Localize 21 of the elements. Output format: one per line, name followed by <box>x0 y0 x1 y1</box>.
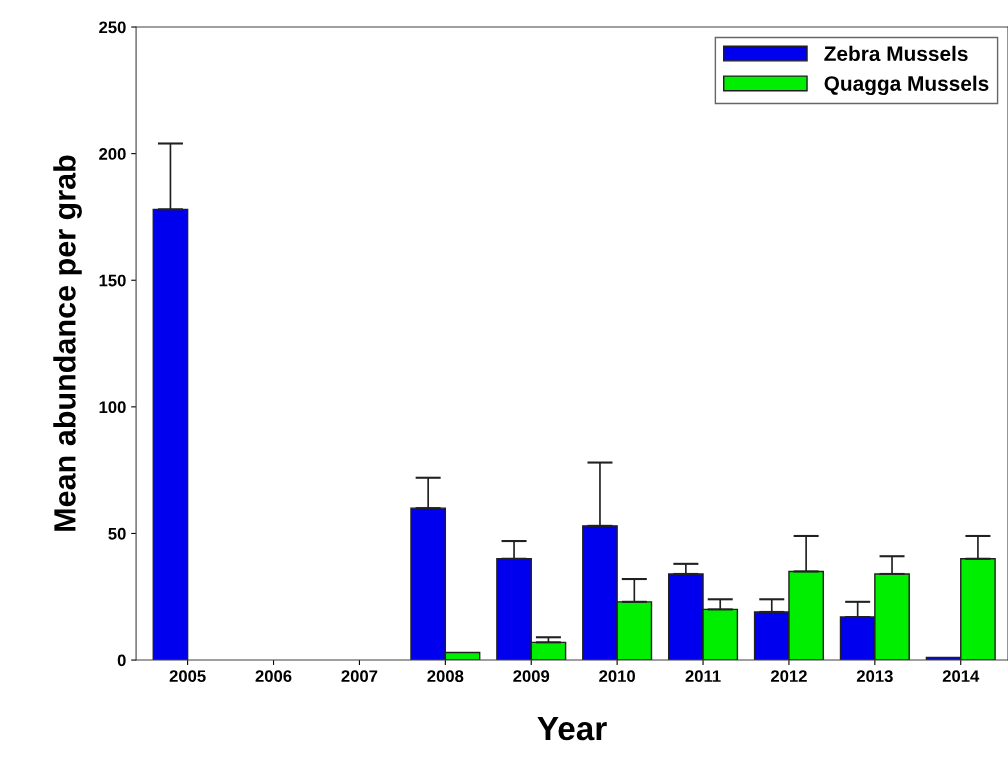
bar <box>152 208 189 661</box>
y-tick-label: 200 <box>99 148 126 160</box>
x-axis-title: Year <box>537 717 607 741</box>
x-tick-label: 2013 <box>856 670 893 683</box>
x-tick-label: 2010 <box>599 670 635 683</box>
y-tick-label: 150 <box>99 274 126 287</box>
x-tick-label: 2008 <box>427 670 464 683</box>
x-tick-label: 2011 <box>685 670 721 683</box>
x-tick-label: 2006 <box>255 670 292 683</box>
y-axis-title: Mean abundance per grab <box>53 155 82 531</box>
y-tick-label: 50 <box>108 527 126 540</box>
x-tick-label: 2012 <box>770 670 807 683</box>
y-tick-label: 0 <box>117 654 126 667</box>
x-tick-label: 2005 <box>169 670 206 683</box>
x-tick-label: 2014 <box>942 670 980 683</box>
y-tick-label: 250 <box>99 21 126 34</box>
legend-label: Quagga Mussels <box>824 75 989 96</box>
legend-label: Zebra Mussels <box>824 45 968 62</box>
x-tick-label: 2007 <box>341 670 378 683</box>
x-tick-label: 2009 <box>513 670 550 683</box>
y-tick-label: 100 <box>99 401 126 414</box>
